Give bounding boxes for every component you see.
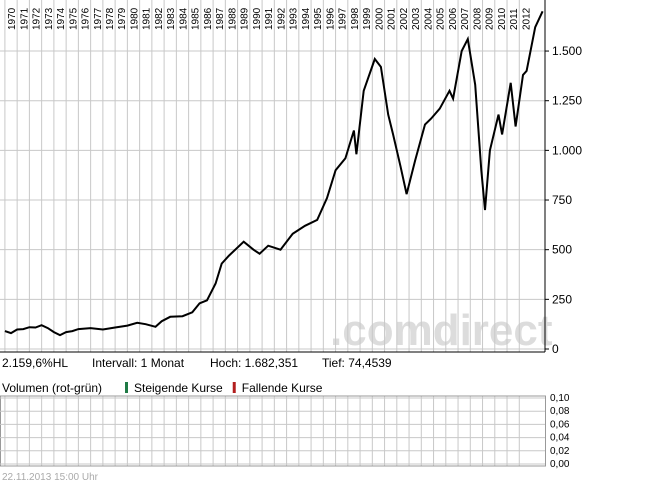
legend-label: Fallende Kurse xyxy=(242,381,323,395)
x-tick-label: 2000 xyxy=(374,7,385,30)
volume-title: Volumen (rot-grün) xyxy=(2,381,102,395)
x-tick-label: 1993 xyxy=(289,7,300,30)
x-tick-label: 1997 xyxy=(338,7,349,30)
x-tick-label: 1999 xyxy=(362,7,373,30)
x-tick-label: 2007 xyxy=(460,7,471,30)
watermark: .comdirect xyxy=(330,306,553,355)
x-tick-label: 1982 xyxy=(154,7,165,30)
x-tick-label: 1996 xyxy=(325,7,336,30)
x-tick-label: 1987 xyxy=(215,7,226,30)
x-tick-label: 1979 xyxy=(117,7,128,30)
y-tick-label: 750 xyxy=(552,193,572,207)
x-tick-label: 1995 xyxy=(313,7,324,30)
x-tick-label: 1974 xyxy=(56,7,67,30)
x-tick-label: 1971 xyxy=(19,7,30,30)
x-tick-label: 2005 xyxy=(436,7,447,30)
legend-swatch xyxy=(232,382,236,393)
x-tick-label: 1980 xyxy=(129,7,140,30)
y-tick-label: 1.000 xyxy=(552,143,582,157)
x-tick-label: 2003 xyxy=(411,7,422,30)
x-tick-label: 1976 xyxy=(81,7,92,30)
y-tick-label: 0,04 xyxy=(550,433,570,444)
y-tick-label: 500 xyxy=(552,243,572,257)
volume-panel xyxy=(0,395,546,467)
x-tick-label: 1972 xyxy=(32,7,43,30)
y-tick-label: 0,08 xyxy=(550,406,570,417)
x-tick-label: 1990 xyxy=(252,7,263,30)
y-tick-label: 0,02 xyxy=(550,446,570,457)
x-tick-label: 1970 xyxy=(7,7,18,30)
x-tick-label: 2004 xyxy=(423,7,434,30)
x-tick-label: 2001 xyxy=(387,7,398,30)
x-tick-label: 1992 xyxy=(276,7,287,30)
info-change: 2.159,6%HL xyxy=(2,356,68,370)
y-tick-label: 0 xyxy=(552,342,559,356)
x-tick-label: 1973 xyxy=(44,7,55,30)
x-tick-label: 2006 xyxy=(448,7,459,30)
info-low: Tief: 74,4539 xyxy=(322,356,392,370)
info-high: Hoch: 1.682,351 xyxy=(210,356,298,370)
y-tick-label: 0,10 xyxy=(550,393,570,404)
y-tick-label: 1.250 xyxy=(552,94,582,108)
x-tick-label: 1986 xyxy=(203,7,214,30)
x-tick-label: 1991 xyxy=(264,7,275,30)
x-tick-label: 1984 xyxy=(178,7,189,30)
price-line xyxy=(4,10,544,337)
x-tick-label: 1998 xyxy=(350,7,361,30)
x-tick-label: 2008 xyxy=(472,7,483,30)
x-tick-label: 1978 xyxy=(105,7,116,30)
legend-swatch xyxy=(125,382,128,393)
x-tick-label: 1981 xyxy=(142,7,153,30)
info-interval: Intervall: 1 Monat xyxy=(92,356,185,370)
x-tick-label: 2009 xyxy=(485,7,496,30)
x-tick-label: 1983 xyxy=(166,7,177,30)
timestamp: 22.11.2013 15:00 Uhr xyxy=(2,472,99,483)
y-tick-label: 1.500 xyxy=(552,44,582,58)
x-tick-label: 2012 xyxy=(521,7,532,30)
x-tick-label: 1989 xyxy=(240,7,251,30)
x-tick-label: 2010 xyxy=(497,7,508,30)
legend-label: Steigende Kurse xyxy=(134,381,223,395)
y-tick-label: 0,06 xyxy=(550,419,570,430)
x-tick-label: 1975 xyxy=(68,7,79,30)
x-tick-label: 1994 xyxy=(301,7,312,30)
x-tick-label: 1988 xyxy=(227,7,238,30)
x-tick-label: 1985 xyxy=(191,7,202,30)
x-tick-label: 1977 xyxy=(93,7,104,30)
y-tick-label: 250 xyxy=(552,292,572,306)
y-tick-label: 0,00 xyxy=(550,459,570,470)
x-tick-label: 2002 xyxy=(399,7,410,30)
x-tick-label: 2011 xyxy=(509,8,520,30)
